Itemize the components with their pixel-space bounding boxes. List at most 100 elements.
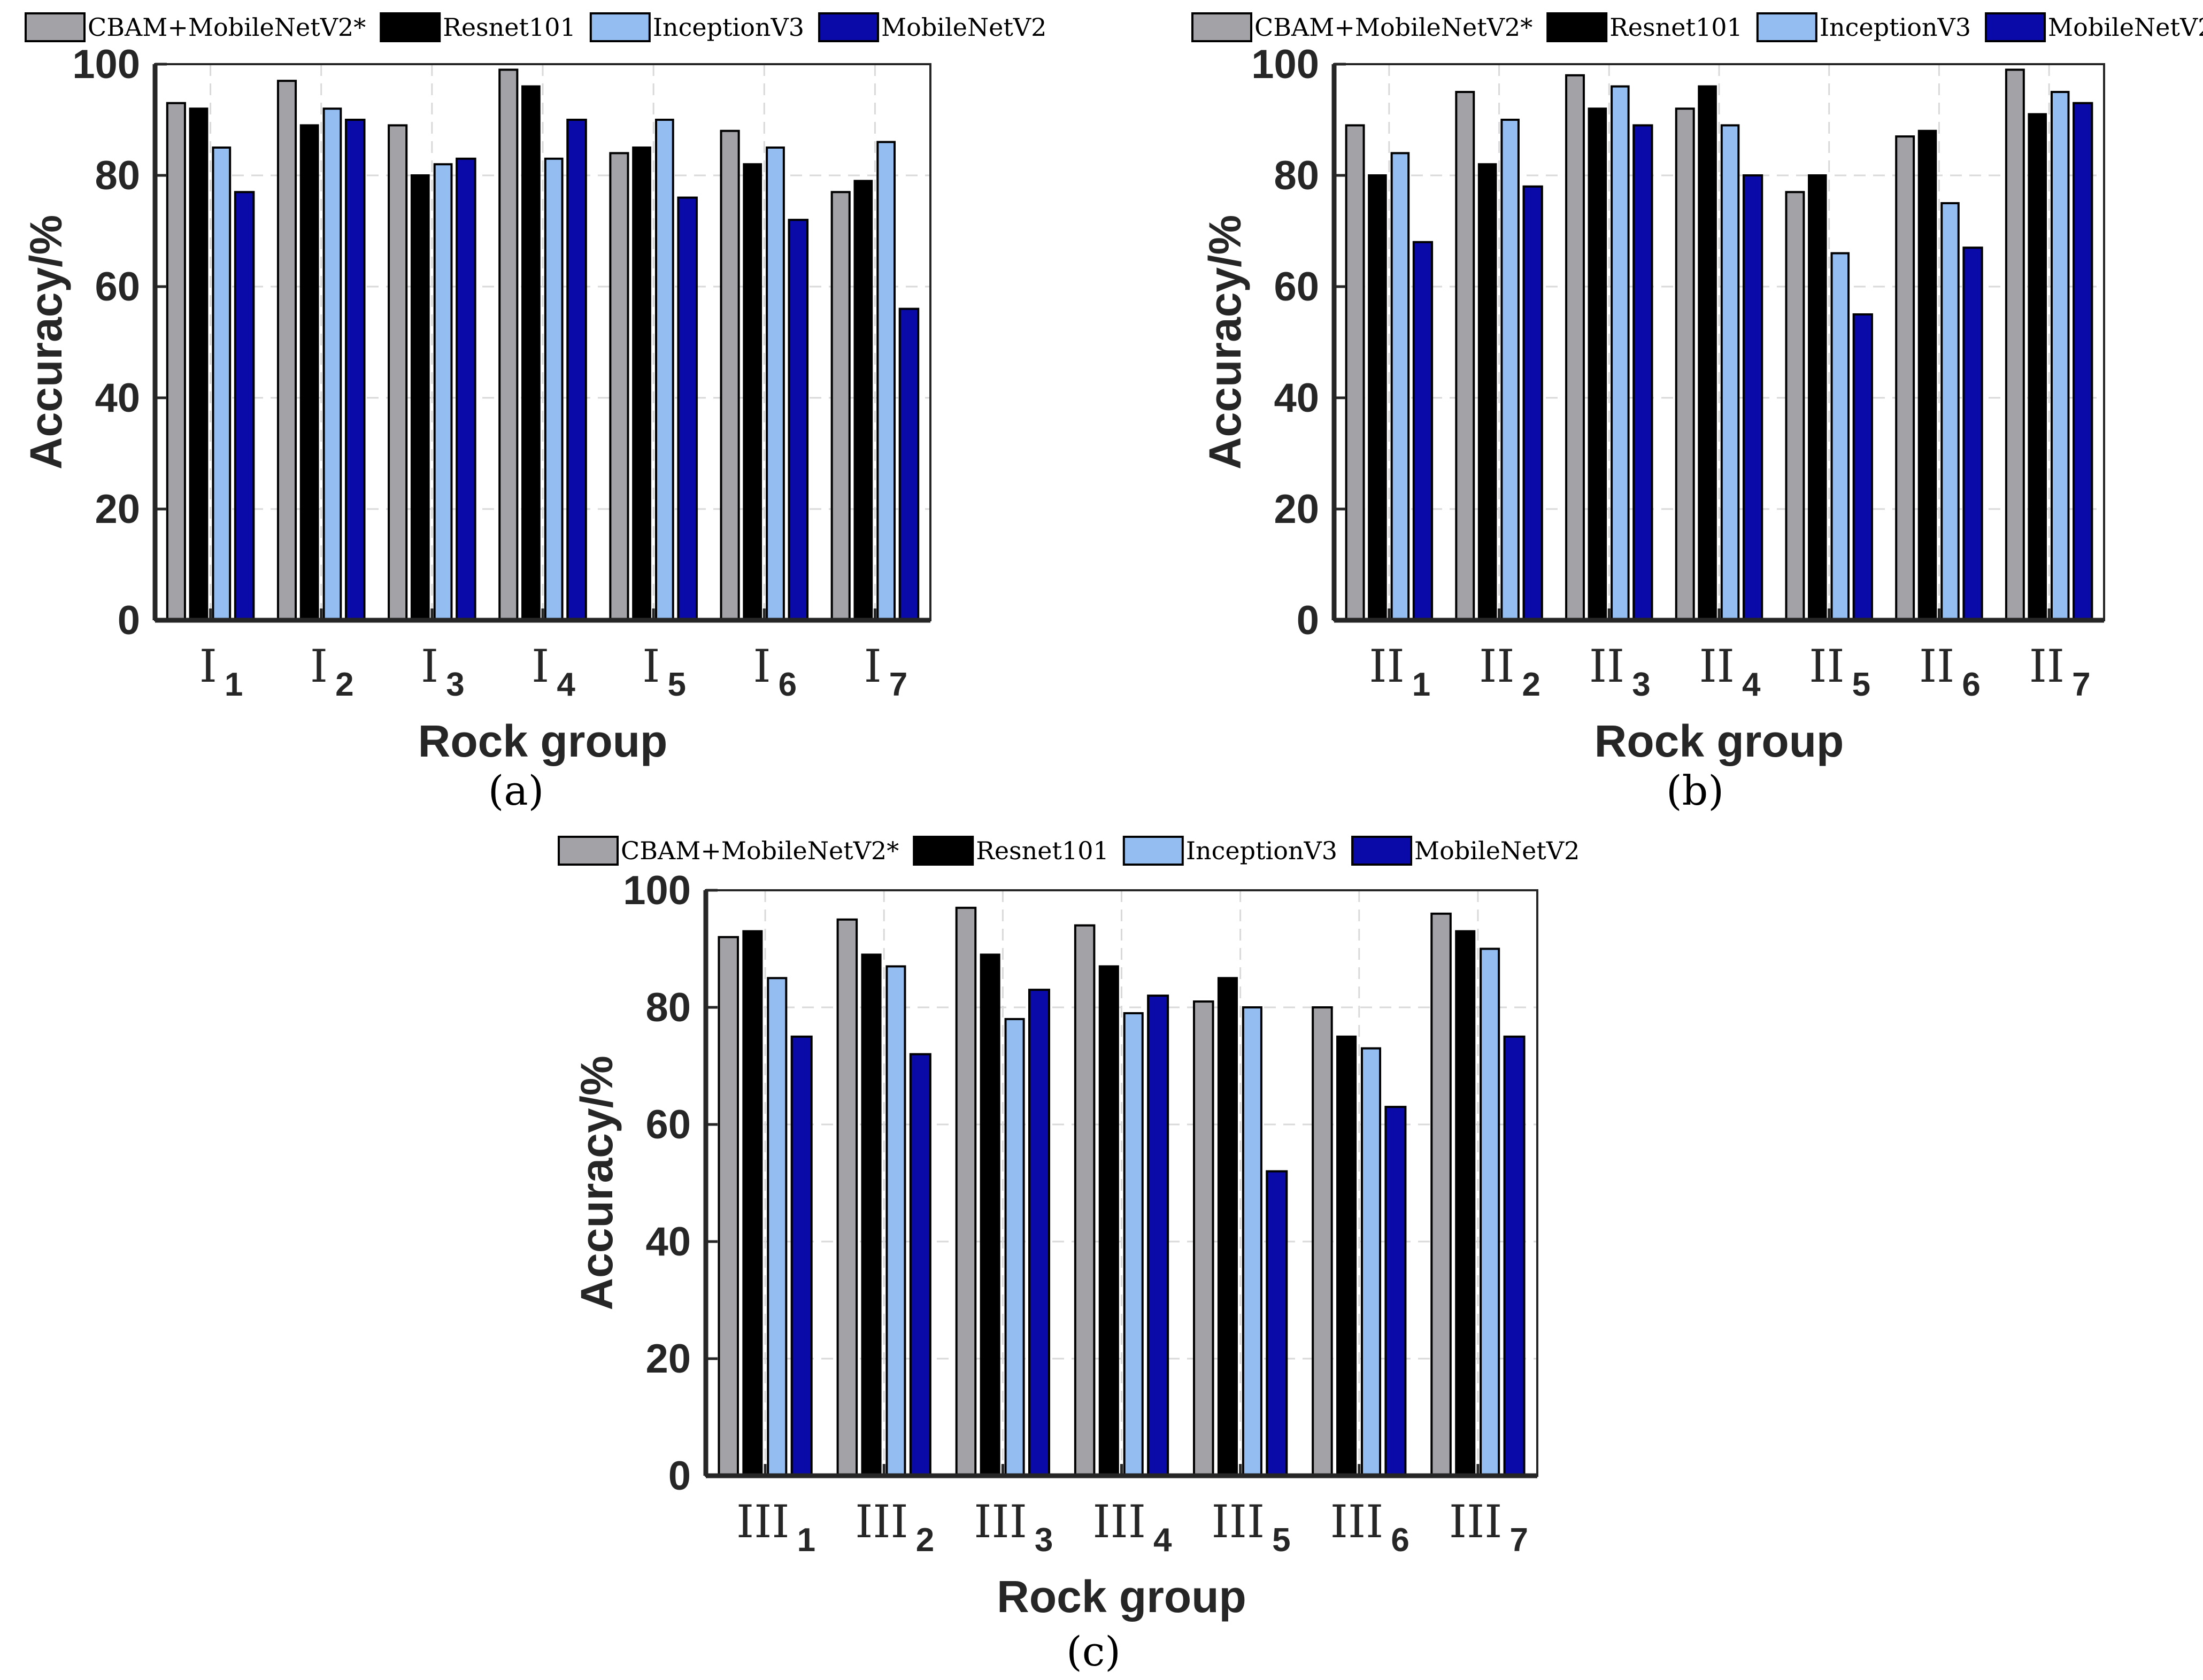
bar-inceptionv3-II6 (1940, 202, 1960, 621)
x-tick-label: II 4 (1699, 640, 1761, 703)
bar-mobilenetv2-III5 (1266, 1170, 1288, 1477)
bar-inceptionv3-III7 (1480, 947, 1500, 1477)
legend-swatch (913, 836, 974, 866)
legend-label: InceptionV3 (1820, 13, 1971, 42)
y-tick-label: 20 (645, 1336, 691, 1382)
bar-resnet101-III7 (1455, 930, 1476, 1477)
legend-swatch (558, 836, 619, 866)
bar-cbam-mobilenetv2--I6 (720, 129, 740, 622)
bar-cbam-mobilenetv2--II2 (1455, 91, 1475, 621)
y-tick-label: 80 (95, 153, 140, 198)
x-tick-label: II 2 (1479, 640, 1540, 703)
x-axis-title: Rock group (997, 1571, 1246, 1622)
bar-mobilenetv2-III6 (1384, 1106, 1407, 1477)
bar-resnet101-I7 (853, 180, 873, 621)
bar-resnet101-III4 (1098, 965, 1119, 1477)
y-axis-title: Accuracy/% (21, 215, 71, 469)
bar-resnet101-III5 (1217, 977, 1238, 1477)
y-tick-label: 100 (1251, 42, 1319, 87)
bar-cbam-mobilenetv2--II1 (1345, 124, 1365, 621)
legend-swatch (1546, 12, 1608, 42)
legend: CBAM+MobileNetV2* Resnet101 InceptionV3 Mob… (558, 836, 1580, 866)
bar-resnet101-III2 (861, 953, 882, 1477)
bar-cbam-mobilenetv2--I4 (498, 68, 519, 621)
x-axis-title: Rock group (418, 716, 668, 766)
x-tick-label: III 7 (1449, 1496, 1528, 1559)
legend-label: Resnet101 (1609, 13, 1743, 42)
bar-mobilenetv2-II1 (1412, 241, 1434, 621)
panel-label: (c) (1066, 1628, 1121, 1675)
legend: CBAM+MobileNetV2* Resnet101 InceptionV3 Mob… (1191, 12, 2203, 42)
bar-resnet101-I4 (521, 85, 541, 622)
y-tick-label: 40 (95, 375, 140, 421)
legend-label: Resnet101 (443, 13, 576, 42)
bar-mobilenetv2-III4 (1147, 995, 1169, 1477)
legend-label: InceptionV3 (653, 13, 804, 42)
bar-inceptionv3-I4 (544, 157, 564, 621)
legend-swatch (1756, 12, 1817, 42)
bar-mobilenetv2-I6 (788, 219, 809, 621)
legend-label: InceptionV3 (1186, 836, 1337, 865)
chart-panel-2: CBAM+MobileNetV2* Resnet101 InceptionV3 Mob… (1191, 12, 2203, 814)
bar-inceptionv3-II3 (1611, 85, 1630, 622)
bar-inceptionv3-III2 (885, 965, 906, 1477)
bar-inceptionv3-III4 (1123, 1012, 1144, 1477)
bar-resnet101-I3 (410, 174, 430, 621)
bar-mobilenetv2-III1 (790, 1035, 813, 1477)
bar-mobilenetv2-I7 (898, 307, 920, 621)
legend-label: MobileNetV2 (2048, 13, 2203, 42)
bar-resnet101-II6 (1917, 129, 1937, 622)
x-tick-label: III 5 (1212, 1496, 1291, 1559)
panel-label: (b) (1666, 767, 1724, 814)
bar-resnet101-II5 (1808, 174, 1827, 621)
y-tick-label: 20 (1274, 487, 1319, 532)
bar-cbam-mobilenetv2--III3 (955, 906, 977, 1477)
legend-label: MobileNetV2 (1414, 836, 1580, 865)
bar-resnet101-II4 (1698, 85, 1717, 622)
bar-inceptionv3-III3 (1004, 1018, 1025, 1477)
x-axis-title: Rock group (1595, 716, 1844, 766)
bar-cbam-mobilenetv2--II6 (1895, 135, 1915, 621)
y-axis-title: Accuracy/% (572, 1055, 622, 1310)
y-tick-label: 80 (645, 985, 691, 1030)
legend-label: Resnet101 (976, 836, 1109, 865)
bar-mobilenetv2-III3 (1028, 989, 1050, 1477)
panel-label: (a) (488, 767, 544, 814)
legend: CBAM+MobileNetV2* Resnet101 InceptionV3 Mob… (25, 12, 1046, 42)
bar-mobilenetv2-II2 (1522, 185, 1543, 621)
y-tick-label: 60 (645, 1102, 691, 1147)
bar-inceptionv3-III6 (1360, 1047, 1382, 1477)
bar-resnet101-II1 (1368, 174, 1387, 621)
bar-mobilenetv2-II4 (1742, 174, 1763, 621)
x-tick-label: III 4 (1092, 1496, 1172, 1559)
legend-swatch (818, 12, 880, 42)
x-tick-label: III 2 (855, 1496, 934, 1559)
bar-inceptionv3-II2 (1500, 119, 1520, 621)
bar-resnet101-III3 (980, 953, 1000, 1477)
y-tick-label: 0 (668, 1453, 691, 1499)
bar-resnet101-II2 (1477, 163, 1497, 621)
bar-cbam-mobilenetv2--III4 (1074, 924, 1096, 1477)
x-tick-label: III 6 (1330, 1496, 1409, 1559)
y-axis-title: Accuracy/% (1200, 215, 1250, 469)
x-tick-label: III 1 (736, 1496, 815, 1559)
y-tick-label: 60 (95, 264, 140, 310)
bar-mobilenetv2-III2 (909, 1053, 931, 1477)
y-tick-label: 40 (1274, 375, 1319, 421)
legend-swatch (1985, 12, 2046, 42)
legend-swatch (1122, 836, 1184, 866)
bar-inceptionv3-II7 (2050, 91, 2070, 621)
legend-label: CBAM+MobileNetV2* (1254, 13, 1532, 42)
y-tick-label: 40 (645, 1219, 691, 1265)
y-tick-label: 80 (1274, 153, 1319, 198)
bar-cbam-mobilenetv2--III5 (1193, 1000, 1214, 1477)
y-tick-label: 0 (1297, 598, 1319, 643)
bar-mobilenetv2-I5 (677, 196, 698, 622)
bar-inceptionv3-I1 (212, 147, 232, 621)
bar-mobilenetv2-I3 (456, 157, 476, 621)
bar-inceptionv3-I3 (433, 163, 453, 621)
legend-swatch (25, 12, 86, 42)
